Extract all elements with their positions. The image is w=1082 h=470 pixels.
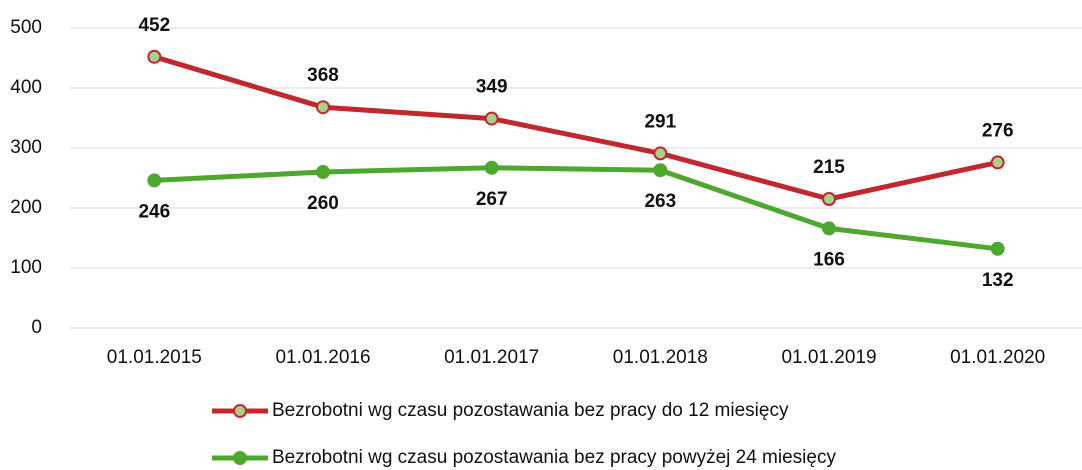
point-marker [653, 146, 668, 161]
data-label: 349 [476, 77, 508, 98]
y-tick-label: 400 [10, 77, 42, 98]
legend-label: Bezrobotni wg czasu pozostawania bez pra… [272, 447, 836, 468]
legend-marker [233, 404, 247, 418]
y-tick-label: 200 [10, 197, 42, 218]
point-marker [653, 163, 668, 178]
data-label: 260 [307, 193, 339, 214]
data-label: 166 [813, 249, 845, 270]
x-tick-label: 01.01.2020 [950, 347, 1045, 368]
series-line [153, 54, 999, 202]
y-tick-label: 300 [10, 137, 42, 158]
data-label: 132 [982, 270, 1014, 291]
point-marker [484, 160, 499, 175]
data-label: 452 [138, 15, 170, 36]
point-marker [822, 192, 836, 206]
data-label: 267 [476, 189, 508, 210]
data-label: 215 [813, 157, 845, 178]
x-tick-label: 01.01.2018 [613, 347, 708, 368]
point-marker [484, 111, 499, 126]
point-marker [147, 173, 162, 188]
point-marker [316, 100, 330, 115]
data-label: 276 [982, 120, 1014, 141]
data-label: 263 [644, 191, 676, 212]
point-marker [147, 49, 162, 64]
legend-label: Bezrobotni wg czasu pozostawania bez pra… [272, 400, 789, 421]
series-line [154, 165, 998, 252]
y-tick-label: 100 [10, 257, 42, 278]
x-tick-label: 01.01.2017 [444, 347, 539, 368]
data-label: 291 [644, 111, 676, 132]
x-tick-label: 01.01.2016 [275, 347, 370, 368]
legend-marker [233, 451, 247, 465]
x-tick-label: 01.01.2019 [781, 347, 876, 368]
point-marker [822, 221, 836, 236]
data-label: 368 [307, 65, 339, 86]
data-label: 246 [138, 201, 170, 222]
point-marker [990, 155, 1005, 170]
y-tick-label: 500 [10, 17, 42, 38]
point-marker [990, 241, 1005, 256]
y-tick-label: 0 [31, 317, 42, 338]
x-tick-label: 01.01.2015 [107, 347, 202, 368]
point-marker [316, 165, 330, 179]
